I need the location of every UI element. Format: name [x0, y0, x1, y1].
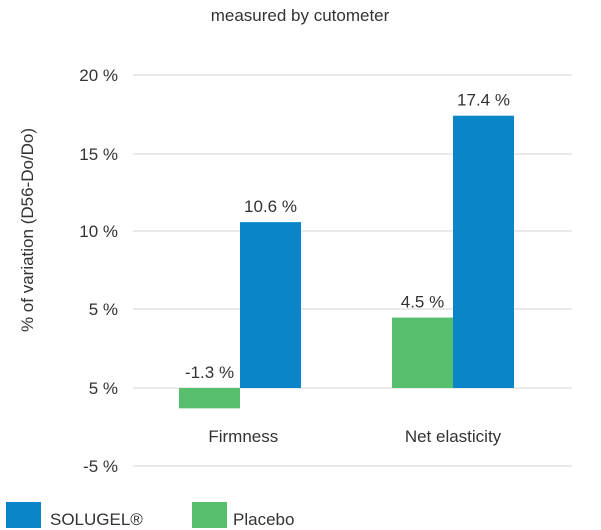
data-label: 10.6 % — [244, 197, 297, 216]
x-category-label: Net elasticity — [405, 427, 502, 446]
y-axis-label: % of variation (D56-Do/Do) — [18, 128, 37, 332]
legend: SOLUGEL® Placebo — [6, 502, 294, 529]
legend-swatch — [6, 502, 41, 528]
data-labels: -1.3 % 10.6 % 4.5 % 17.4 % — [185, 91, 510, 382]
chart-subtitle: measured by cutometer — [211, 6, 390, 25]
y-tick-label: 10 % — [79, 222, 118, 241]
bar-solugel — [240, 222, 301, 388]
legend-label: Placebo — [233, 510, 294, 529]
bar-placebo — [392, 317, 453, 388]
data-label: 17.4 % — [457, 91, 510, 110]
legend-label: SOLUGEL® — [50, 510, 143, 529]
y-tick-label: 5 % — [89, 379, 118, 398]
bar-solugel — [453, 115, 514, 388]
x-category-label: Firmness — [208, 427, 278, 446]
data-label: 4.5 % — [401, 293, 444, 312]
bar-placebo — [179, 388, 240, 409]
y-axis-ticks: 20 % 15 % 10 % 5 % 5 % -5 % — [79, 66, 118, 476]
x-axis-categories: Firmness Net elasticity — [208, 427, 501, 446]
y-tick-label: 20 % — [79, 66, 118, 85]
legend-swatch — [192, 502, 227, 528]
y-tick-label: 15 % — [79, 145, 118, 164]
bars — [179, 115, 514, 409]
y-tick-label: -5 % — [83, 457, 118, 476]
y-tick-label: 5 % — [89, 300, 118, 319]
data-label: -1.3 % — [185, 363, 234, 382]
